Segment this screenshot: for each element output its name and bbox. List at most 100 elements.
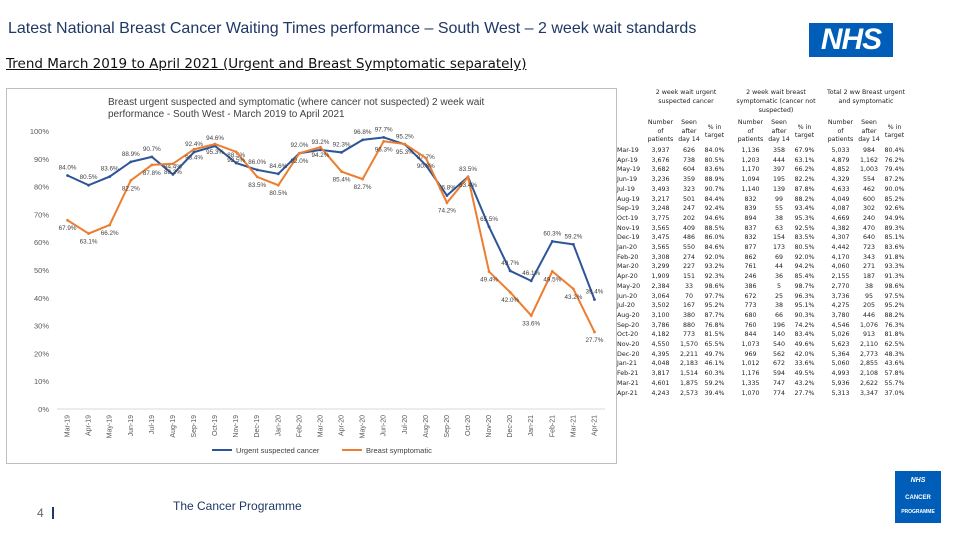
data-point [192,150,196,154]
data-label: 49.5% [543,276,561,283]
data-point [445,201,449,205]
table-cell: 3,817 [651,370,670,378]
row-label: May-20 [617,282,641,290]
table-cell: 540 [772,341,786,349]
data-point [550,239,554,243]
table-cell: 894 [744,214,757,222]
table-cell: 969 [744,350,757,358]
data-label: 96.3% [375,146,393,153]
table-row: Mar-19 3,937 626 84.0% 1,136 358 67.9% 5,033 984… [617,146,907,156]
data-label: 92.0% [290,142,308,149]
table-row: Feb-21 3,817 1,514 60.3% 1,176 594 49.5% 4,993 2… [617,369,907,379]
table-cell: 44 [774,263,783,271]
table-row: Nov-19 3,565 409 88.5% 837 63 92.5% 4,382 470 89.… [617,224,907,234]
table-cell: 48.3% [884,350,905,358]
table-cell: 5,364 [831,350,850,358]
table-cell: 760 [744,321,757,329]
table-cell: 95.2% [884,302,905,310]
data-point [593,330,596,334]
table-cell: 271 [862,263,876,271]
line-chart: Breast urgent suspected and symptomatic … [6,88,617,464]
table-cell: 4,329 [831,176,850,184]
row-label: Mar-21 [617,379,639,387]
table-cell: 88.9% [704,176,725,184]
table-cell: 2,183 [679,360,699,368]
table-cell: 87.8% [794,185,815,193]
data-point [87,232,91,235]
table-cell: 2,110 [859,341,879,349]
table-row: Oct-19 3,775 202 94.6% 894 38 95.3% 4,669 240 94.… [617,214,907,224]
table-cell: 70 [684,292,693,300]
table-cell: 4,170 [831,253,850,261]
row-label: Oct-20 [617,331,639,339]
table-cell: 4,550 [651,341,670,349]
col-header-percent: % in target [884,123,905,140]
table-cell: 57.8% [884,370,905,378]
data-point [66,218,69,222]
table-cell: 42.0% [794,350,815,358]
table-cell: 27.7% [794,389,815,397]
table-cell: 844 [744,331,757,339]
table-cell: 386 [744,282,757,290]
table-cell: 38 [774,214,783,222]
data-point [550,269,554,273]
data-point [297,151,301,155]
table-cell: 97.5% [884,292,905,300]
table-cell: 87.7% [704,311,725,319]
table-cell: 862 [744,253,757,261]
data-label: 60.3% [543,230,561,237]
table-cell: 444 [772,156,786,164]
x-tick-label: Dec-19 [254,415,261,438]
table-row: Apr-20 1,909 151 92.3% 246 36 85.4% 2,155 187 91.… [617,272,907,282]
row-label: Apr-20 [617,273,638,281]
table-cell: 837 [744,224,757,232]
row-label: Jan-20 [617,244,637,252]
table-cell: 562 [772,350,786,358]
data-label: 96.8% [354,129,372,136]
table-row: Jun-19 3,236 359 88.9% 1,094 195 82.2% 4,329 554… [617,175,907,185]
table-cell: 343 [862,253,876,261]
x-tick-label: Mar-19 [65,415,72,437]
table-cell: 4,049 [831,195,850,203]
row-label: May-19 [617,166,641,174]
table-cell: 55.7% [884,379,905,387]
data-label: 83.6% [101,166,119,173]
table-cell: 63.1% [794,156,815,164]
table-cell: 84.0% [704,147,725,154]
table-cell: 626 [682,147,696,154]
table-cell: 91.8% [884,253,905,261]
table-cell: 97.7% [704,292,725,300]
cp-logo-line3: PROGRAMME [901,509,935,515]
y-tick-label: 60% [34,238,49,247]
table-cell: 92.5% [794,224,815,232]
x-tick-label: Jul-20 [402,415,409,434]
table-cell: 4,879 [831,156,850,164]
table-group-header-symptomatic: 2 week wait breast symptomatic (cancer n… [736,89,816,114]
data-label: 80.5% [269,190,287,197]
table-cell: 240 [862,214,876,222]
table-cell: 76.2% [884,156,905,164]
table-cell: 554 [862,176,876,184]
row-label: Mar-19 [617,147,639,154]
table-cell: 1,170 [741,166,760,174]
table-cell: 5,033 [831,147,850,154]
table-cell: 1,335 [741,379,760,387]
data-label: 63.1% [80,239,98,246]
data-label: 76.8% [438,184,456,191]
data-point [192,147,196,151]
x-tick-label: Apr-20 [339,415,346,436]
table-cell: 49.7% [704,350,725,358]
table-cell: 738 [682,156,696,164]
col-header-number: Number of patients [737,119,764,144]
table-cell: 140 [772,331,786,339]
table-cell: 38 [774,302,783,310]
data-label: 66.2% [101,230,119,237]
table-cell: 99 [774,195,783,203]
table-cell: 60.3% [704,370,725,378]
table-cell: 839 [744,205,757,213]
table-corner [617,88,645,118]
table-cell: 501 [682,195,696,203]
data-label: 95.3% [206,149,224,156]
table-cell: 409 [682,224,696,232]
data-point [234,150,238,154]
